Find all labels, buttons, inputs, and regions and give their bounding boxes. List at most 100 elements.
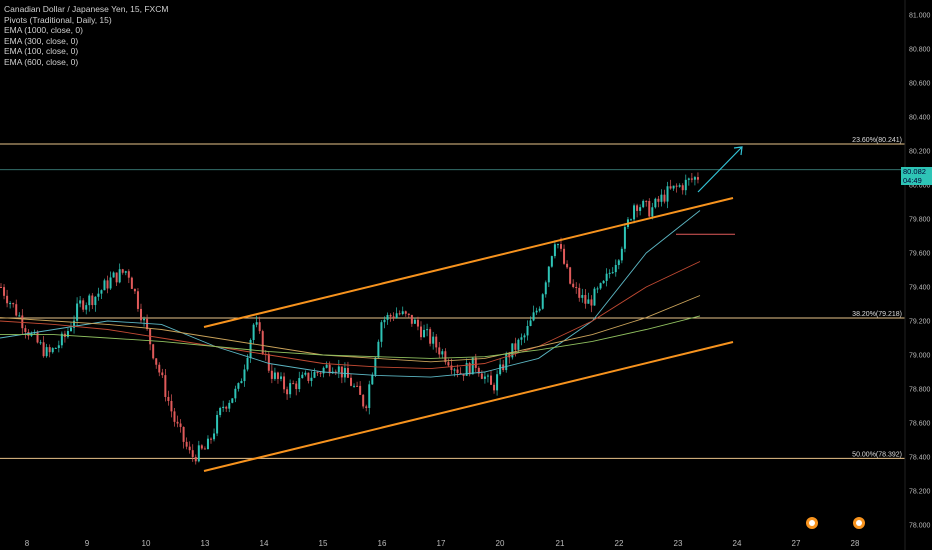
projection-arrow[interactable] [697, 146, 743, 193]
candle-body [696, 177, 699, 180]
price-tick-label: 78.800 [909, 387, 931, 394]
candle-body [483, 376, 486, 379]
trend-channel [203, 197, 734, 472]
candle-body [243, 369, 246, 382]
candle-body [602, 280, 605, 284]
candle-body [620, 248, 623, 261]
candle-body [270, 370, 273, 379]
candle-body [188, 446, 191, 451]
indicator-ema-1000[interactable]: EMA (1000, close, 0) [4, 25, 83, 35]
ema-line[interactable] [0, 315, 701, 359]
candle-body [280, 376, 282, 379]
candle-body [563, 248, 566, 264]
candle-body [182, 426, 185, 442]
time-tick-label: 27 [792, 539, 801, 548]
time-tick-label: 17 [437, 539, 446, 548]
candle-body [298, 378, 301, 390]
fib-level-label: 50.00%(78.392) [852, 451, 902, 458]
candle-body [633, 205, 636, 220]
candle-body [669, 186, 672, 189]
price-tick-label: 78.200 [909, 489, 931, 496]
price-axis: 81.000 80.800 80.600 80.400 80.200 80.000 79.8… [909, 13, 931, 530]
candle-body [465, 362, 468, 376]
candle-body [547, 266, 550, 283]
candle-body [216, 414, 219, 434]
candle-body [587, 299, 590, 304]
candle-body [328, 364, 331, 374]
price-tick-label: 80.000 [909, 183, 931, 190]
candle-body [684, 179, 687, 191]
candle-body [392, 316, 395, 319]
fibonacci-levels: 23.60%(80.241) 38.20%(79.218) 50.00%(78.39… [0, 137, 905, 459]
price-tick-label: 79.800 [909, 217, 931, 224]
candle-body [295, 383, 298, 390]
indicator-pivots[interactable]: Pivots (Traditional, Daily, 15) [4, 14, 112, 25]
channel-lower-line[interactable] [203, 341, 734, 472]
candle-body [365, 406, 368, 408]
time-tick-label: 15 [319, 539, 328, 548]
pivot-levels [0, 169, 905, 235]
candle-body [423, 329, 426, 338]
candle-body [191, 450, 194, 457]
candle-body [690, 178, 693, 180]
candle-body [505, 354, 508, 371]
candle-body [158, 364, 161, 373]
candle-body [420, 326, 422, 338]
candle-body [468, 362, 471, 375]
candle-body [480, 373, 483, 379]
candle-body [255, 322, 258, 325]
candle-body [477, 367, 480, 374]
channel-upper-line[interactable] [203, 197, 734, 328]
candle-body [36, 332, 39, 343]
candle-body [222, 406, 225, 408]
candle-body [85, 305, 88, 310]
candle-body [566, 263, 569, 268]
candle-body [560, 244, 562, 249]
candle-body [24, 328, 27, 332]
candle-body [73, 320, 76, 328]
candle-body [444, 351, 447, 363]
candle-body [94, 296, 97, 306]
symbol-title[interactable]: Canadian Dollar / Japanese Yen, 15, FXCM [4, 4, 169, 14]
ema-line[interactable] [0, 261, 701, 370]
candle-body [642, 200, 645, 208]
candle-body [630, 219, 632, 221]
candle-body [453, 369, 456, 371]
candle-body [127, 271, 130, 278]
candle-body [413, 319, 416, 324]
candle-body [252, 324, 255, 341]
candle-body [499, 364, 502, 375]
indicator-ema-100[interactable]: EMA (100, close, 0) [4, 46, 79, 56]
indicator-ema-600[interactable]: EMA (600, close, 0) [4, 56, 79, 67]
candle-body [523, 335, 526, 338]
candle-body [337, 366, 340, 373]
time-tick-label: 13 [201, 539, 210, 548]
candle-body [15, 304, 18, 316]
candle-body [395, 313, 398, 319]
candle-body [206, 438, 209, 450]
candle-body [553, 244, 556, 257]
candle-body [133, 288, 136, 292]
time-tick-label: 22 [615, 539, 624, 548]
candle-body [359, 385, 362, 395]
ema-line[interactable] [0, 295, 701, 363]
last-price-tag: 80.082 04:49 [901, 167, 932, 185]
indicator-ema-300[interactable]: EMA (300, close, 0) [4, 35, 79, 46]
candle-body [529, 320, 532, 327]
ema-line[interactable] [0, 210, 701, 378]
time-tick-label: 14 [260, 539, 269, 548]
candle-body [42, 342, 45, 357]
candle-body [350, 377, 352, 386]
candle-body [438, 347, 441, 355]
candle-body [353, 385, 356, 387]
candle-body [289, 383, 292, 395]
candle-body [511, 343, 514, 358]
price-tick-label: 78.600 [909, 421, 931, 428]
price-tick-label: 78.000 [909, 523, 931, 530]
candle-body [115, 272, 118, 283]
candle-body [316, 372, 319, 374]
candle-body [584, 295, 587, 304]
price-tick-label: 79.600 [909, 251, 931, 258]
price-tick-label: 79.000 [909, 353, 931, 360]
